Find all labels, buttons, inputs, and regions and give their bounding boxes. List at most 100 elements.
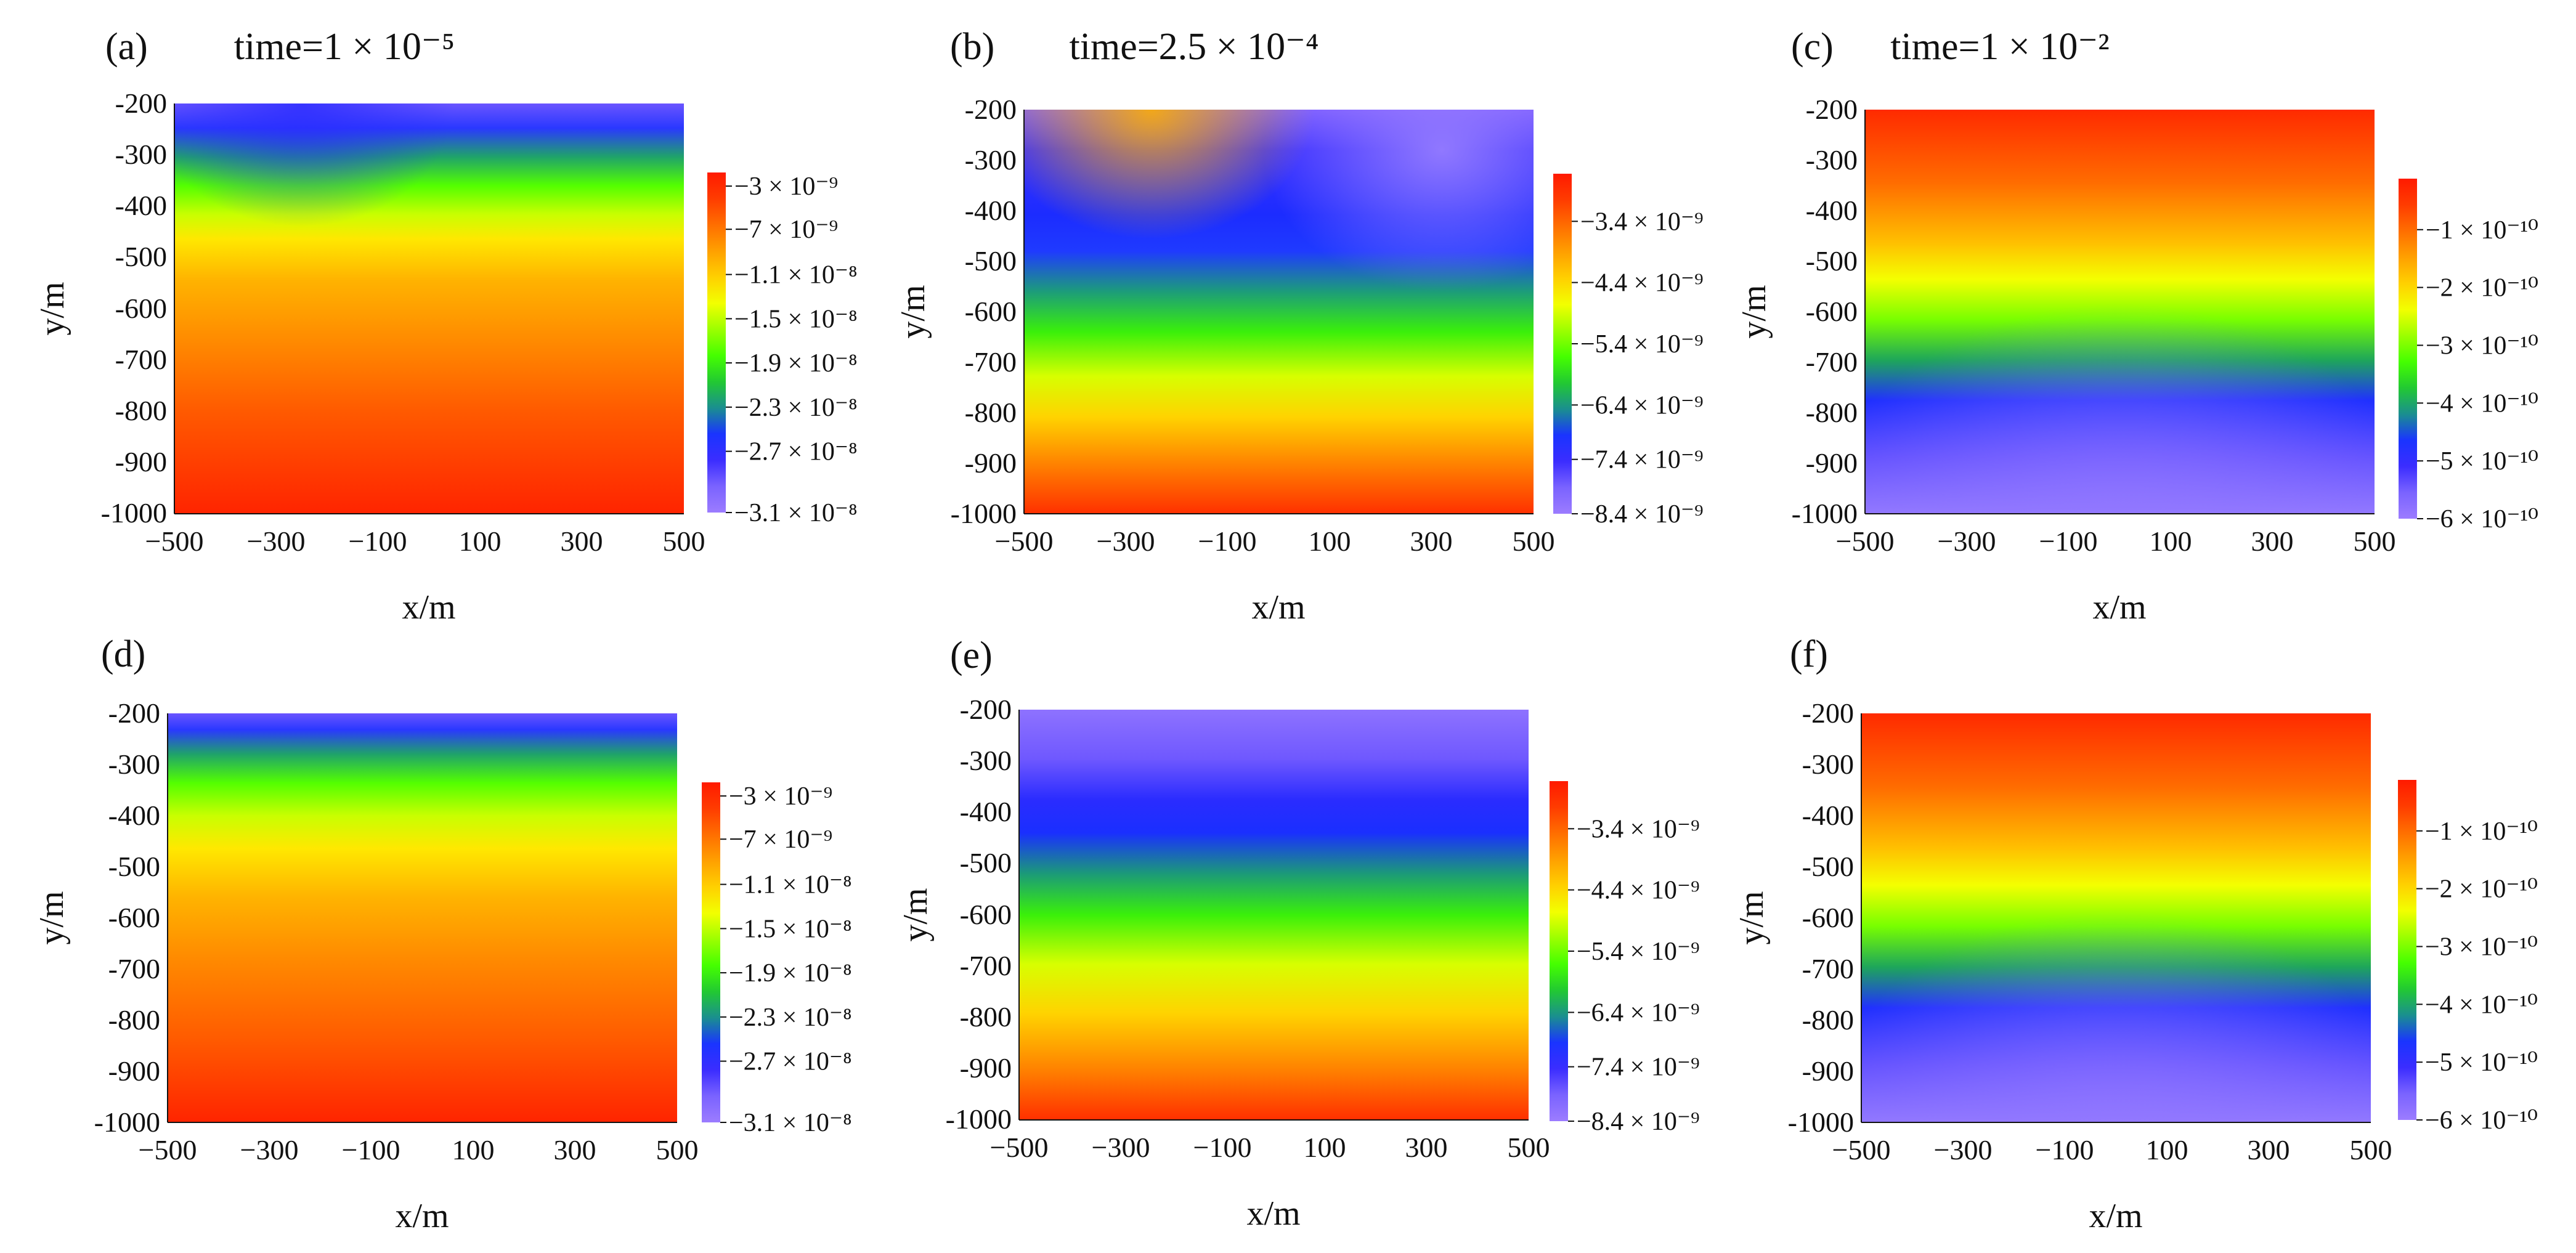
colorbar-tick-label: −7.4 × 10⁻⁹ (1577, 1053, 1700, 1082)
y-tick-label: -1000 (951, 498, 1017, 529)
x-tick-labels: −500 −300 −100 100 300 500 (145, 525, 705, 557)
colorbar-tick-label: −3.4 × 10⁻⁹ (1577, 815, 1700, 843)
y-tick-label: -900 (965, 447, 1017, 479)
x-tick-label: 500 (1513, 525, 1555, 557)
colorbar-tick-label: −3 × 10⁻¹⁰ (2426, 332, 2538, 360)
y-tick-label: -500 (1806, 245, 1858, 277)
colorbar-tick-label: −4 × 10⁻¹⁰ (2426, 389, 2538, 418)
colorbar-tick-label: −7 × 10⁻⁹ (729, 825, 832, 854)
y-tick-label: -700 (108, 953, 160, 984)
colorbar-tick-label: −5.4 × 10⁻⁹ (1577, 938, 1700, 966)
colorbar: −1 × 10⁻¹⁰ −2 × 10⁻¹⁰ −3 × 10⁻¹⁰ −4 × 10… (2398, 780, 2538, 1135)
y-tick-label: -300 (1802, 748, 1854, 780)
x-tick-label: −500 (990, 1132, 1049, 1163)
x-tick-labels: −500 −300 −100 100 300 500 (1836, 525, 2396, 557)
x-tick-label: 500 (1508, 1132, 1550, 1163)
colorbar-tick-label: −1.9 × 10⁻⁸ (734, 349, 858, 378)
panel-f: (f) −500 −300 −100 100 300 500 -200 -300… (1733, 633, 2538, 1235)
x-tick-label: 500 (2350, 1134, 2392, 1166)
field-overlay (174, 103, 684, 514)
y-tick-label: -200 (108, 697, 160, 729)
x-tick-labels: −500 −300 −100 100 300 500 (1832, 1134, 2392, 1166)
y-tick-label: -200 (1802, 697, 1854, 729)
x-tick-label: 300 (554, 1134, 596, 1166)
y-tick-label: -900 (1806, 447, 1858, 479)
colorbar-tick-label: −1.9 × 10⁻⁸ (729, 959, 852, 987)
y-tick-label: -400 (965, 195, 1017, 226)
x-tick-labels: −500 −300 −100 100 300 500 (139, 1134, 699, 1166)
y-tick-label: -300 (108, 748, 160, 780)
x-tick-label: −100 (2036, 1134, 2094, 1166)
colorbar-tick-label: −4.4 × 10⁻⁹ (1580, 269, 1704, 298)
x-tick-label: 100 (1309, 525, 1351, 557)
y-tick-label: -400 (115, 190, 167, 221)
x-axis-label: x/m (2089, 1197, 2142, 1235)
y-tick-label: -300 (965, 144, 1017, 176)
x-tick-label: 100 (452, 1134, 495, 1166)
x-tick-label: 300 (1410, 525, 1453, 557)
y-tick-label: -400 (960, 796, 1012, 827)
panel-label: (c) (1791, 26, 1834, 68)
y-tick-label: -400 (1806, 195, 1858, 226)
colorbar-tick-label: −2.7 × 10⁻⁸ (734, 438, 858, 466)
y-tick-label: -300 (960, 745, 1012, 776)
colorbar-tick-label: −6.4 × 10⁻⁹ (1577, 999, 1700, 1027)
x-tick-label: −100 (2039, 525, 2098, 557)
colorbar: −3.4 × 10⁻⁹ −4.4 × 10⁻⁹ −5.4 × 10⁻⁹ −6.4… (1553, 174, 1704, 529)
x-tick-label: 500 (663, 525, 705, 557)
colorbar-gradient (1550, 781, 1568, 1121)
y-tick-labels: -200 -300 -400 -500 -600 -700 -800 -900 … (951, 94, 1017, 529)
x-tick-label: 100 (459, 525, 502, 557)
y-tick-label: -500 (108, 851, 160, 882)
y-tick-label: -500 (1802, 851, 1854, 882)
x-axis-label: x/m (2092, 588, 2146, 626)
x-tick-label: 500 (2354, 525, 2396, 557)
x-tick-label: 300 (2248, 1134, 2290, 1166)
y-axis-label: y/m (1735, 285, 1773, 338)
y-tick-label: -900 (108, 1055, 160, 1087)
x-axis-label: x/m (1251, 588, 1305, 626)
y-tick-label: -800 (1802, 1004, 1854, 1036)
y-tick-label: -500 (115, 241, 167, 272)
colorbar-gradient (1553, 174, 1572, 514)
x-tick-label: −500 (139, 1134, 197, 1166)
colorbar-tick-label: −8.4 × 10⁻⁹ (1577, 1108, 1700, 1136)
colorbar-tick-label: −4 × 10⁻¹⁰ (2425, 991, 2538, 1019)
x-tick-label: −300 (247, 525, 306, 557)
panel-b: (b) time=2.5 × 10⁻⁴ −500 −300 −100 100 3… (894, 26, 1704, 626)
colorbar-tick-label: −1 × 10⁻¹⁰ (2426, 216, 2538, 245)
x-axis-label: x/m (1246, 1194, 1300, 1233)
y-tick-label: -600 (1802, 902, 1854, 933)
y-tick-label: -700 (1802, 953, 1854, 984)
colorbar-tick-label: −3.1 × 10⁻⁸ (734, 499, 858, 527)
y-tick-label: -400 (1802, 800, 1854, 831)
x-axis-label: x/m (402, 588, 455, 626)
colorbar-tick-label: −6 × 10⁻¹⁰ (2426, 505, 2538, 533)
y-tick-label: -200 (965, 94, 1017, 125)
panel-title: time=1 × 10⁻⁵ (234, 26, 455, 68)
y-axis-label: y/m (894, 285, 932, 338)
y-axis-label: y/m (33, 282, 71, 335)
x-tick-label: −500 (145, 525, 204, 557)
y-tick-label: -900 (1802, 1055, 1854, 1087)
x-tick-label: −100 (349, 525, 407, 557)
panel-d: (d) −500 −300 −100 100 300 500 -200 -300… (33, 633, 852, 1235)
x-tick-label: −100 (1193, 1132, 1252, 1163)
colorbar-tick-label: −3 × 10⁻⁹ (729, 782, 832, 811)
y-tick-label: -1000 (1792, 498, 1858, 529)
panel-label: (b) (950, 26, 994, 68)
colorbar-gradient (2399, 179, 2417, 519)
y-tick-label: -1000 (94, 1106, 160, 1138)
panel-label: (d) (101, 633, 145, 675)
panel-title: time=1 × 10⁻² (1890, 26, 2109, 68)
y-tick-label: -800 (115, 395, 167, 426)
x-tick-label: −300 (1097, 525, 1155, 557)
colorbar-tick-label: −4.4 × 10⁻⁹ (1577, 877, 1700, 905)
x-tick-label: −300 (240, 1134, 299, 1166)
x-tick-label: 300 (2251, 525, 2294, 557)
colorbar-tick-label: −1.5 × 10⁻⁸ (734, 305, 858, 333)
x-tick-label: −500 (1832, 1134, 1891, 1166)
y-tick-label: -800 (960, 1001, 1012, 1032)
y-tick-label: -700 (965, 346, 1017, 378)
